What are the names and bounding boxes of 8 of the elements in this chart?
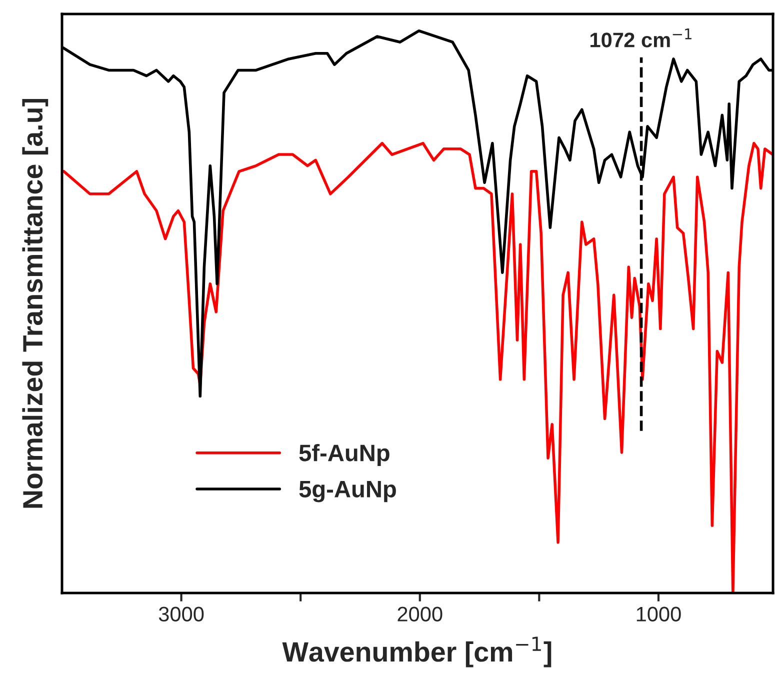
- x-axis-title: Wavenumber [cm$^{−1}$]: [282, 636, 552, 668]
- x-tick-label: 3000: [158, 606, 204, 622]
- x-tick-label: 1000: [636, 606, 681, 622]
- x-tick-label: 2000: [398, 606, 442, 622]
- legend-label: 5f-AuNp: [299, 444, 390, 466]
- legend-label: 5g-AuNp: [299, 481, 396, 502]
- y-axis-title: Normalized Transmittance [a.u]: [22, 98, 48, 508]
- ref-line-label: 1072 cm$^{−1}$: [590, 28, 692, 48]
